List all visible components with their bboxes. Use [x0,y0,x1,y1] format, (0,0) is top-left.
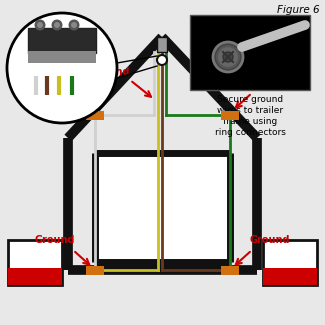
Circle shape [213,42,243,72]
Bar [263,268,317,285]
Bar [263,240,317,285]
Circle shape [71,22,77,28]
Circle shape [51,20,62,31]
Bar [86,266,104,275]
Circle shape [69,20,80,31]
Circle shape [37,22,43,28]
Bar [190,15,310,90]
Circle shape [217,46,239,68]
Circle shape [34,20,46,31]
Bar [8,268,62,285]
Bar [8,240,62,285]
Text: Ground: Ground [90,67,130,77]
Text: Ground: Ground [35,235,75,245]
Text: Ground: Ground [250,78,290,88]
Circle shape [54,22,60,28]
Circle shape [7,13,117,123]
Bar [86,111,104,120]
Bar [28,51,96,63]
Circle shape [157,55,167,65]
Circle shape [223,52,233,62]
Text: Secure ground
wires to trailer
frame using
ring connectors: Secure ground wires to trailer frame usi… [214,95,285,137]
Text: Figure 6: Figure 6 [277,5,320,15]
Bar [28,28,96,53]
Text: Ground: Ground [35,78,75,88]
Bar [221,266,239,275]
Bar [221,111,239,120]
Text: Ground: Ground [250,235,290,245]
Bar [97,155,228,260]
Bar [157,37,167,52]
